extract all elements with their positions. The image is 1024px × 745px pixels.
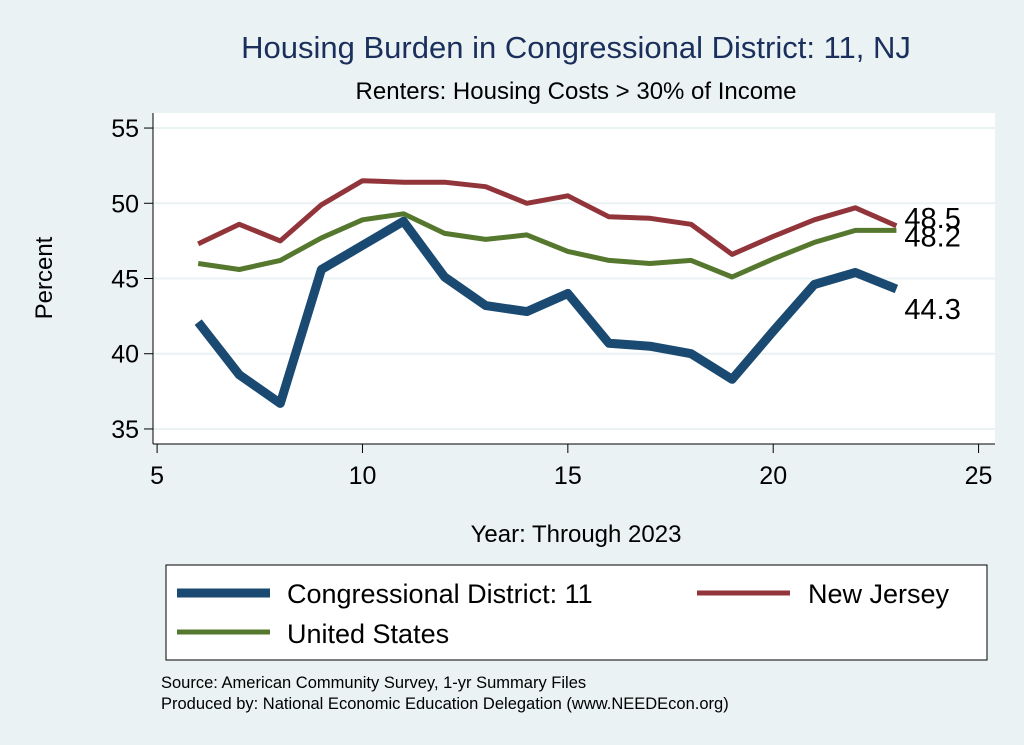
- x-tick-label: 15: [554, 462, 582, 490]
- series-line-congressional-district-11: [194, 216, 899, 408]
- produced-by-note: Produced by: National Economic Education…: [161, 695, 729, 713]
- legend-entry-new-jersey: New Jersey: [697, 579, 950, 609]
- chart-subtitle: Renters: Housing Costs > 30% of Income: [356, 78, 797, 105]
- y-tick-label: 35: [111, 416, 139, 444]
- y-axis-title: Percent: [31, 236, 58, 319]
- end-label-united-states: 48.2: [904, 221, 960, 253]
- legend-label-district: Congressional District: 11: [287, 579, 593, 609]
- legend-label-new-jersey: New Jersey: [808, 579, 950, 609]
- series-line-united-states: [197, 211, 897, 280]
- end-labels: 44.3 48.548.2: [904, 203, 960, 326]
- legend-entry-district: Congressional District: 11: [177, 579, 593, 609]
- x-tick-label: 10: [349, 462, 377, 490]
- y-tick-label: 40: [111, 341, 139, 369]
- series-line-new-jersey: [197, 178, 898, 257]
- legend-entry-united-states: United States: [177, 619, 449, 649]
- y-tick-label: 55: [111, 115, 139, 143]
- x-tick-label: 20: [759, 462, 787, 490]
- end-label-congressional-district-11: 44.3: [904, 294, 960, 326]
- legend-box: [165, 564, 988, 661]
- x-tick-label: 25: [965, 462, 993, 490]
- x-tick-label: 5: [150, 462, 164, 490]
- y-tick-label: 50: [111, 190, 139, 218]
- end-label-new-jersey: 48.5: [904, 203, 960, 235]
- chart-title: Housing Burden in Congressional District…: [241, 30, 911, 65]
- x-axis-title: Year: Through 2023: [471, 521, 682, 548]
- series-lines: [194, 178, 899, 408]
- y-tick-label: 45: [111, 266, 139, 294]
- source-note: Source: American Community Survey, 1-yr …: [161, 674, 586, 692]
- legend-label-united-states: United States: [287, 619, 449, 649]
